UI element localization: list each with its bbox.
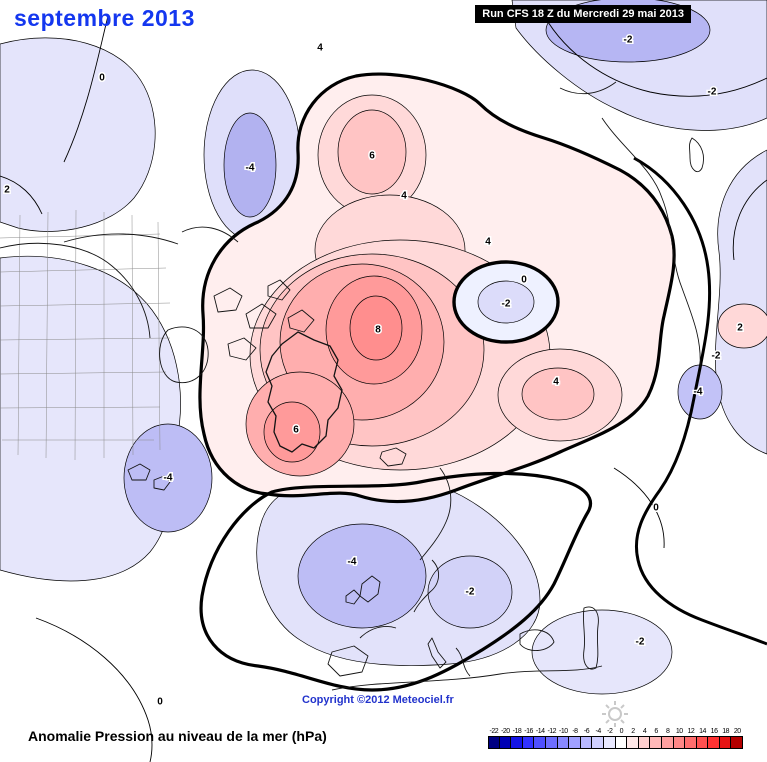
contour-label: 2 (737, 323, 743, 334)
legend-cell: -2 (602, 727, 616, 749)
negative-anomaly-regions (0, 0, 767, 695)
embedded-low-center (452, 260, 560, 344)
coastlines (0, 81, 704, 691)
copyright-text: Copyright ©2012 Meteociel.fr (302, 694, 454, 706)
contour-label: 0 (157, 697, 163, 708)
contour-label: -2 (624, 35, 633, 46)
contour-label: 8 (375, 325, 381, 336)
contour-label: 6 (293, 425, 299, 436)
thin-contours (0, 7, 767, 762)
month-title: septembre 2013 (14, 5, 195, 31)
contour-label: -2 (636, 637, 645, 648)
contour-label: -2 (708, 87, 717, 98)
legend-cell: 14 (695, 727, 709, 749)
state-boundary-grid (0, 209, 171, 461)
legend-cell: 2 (626, 727, 639, 749)
contour-label: 4 (401, 191, 407, 202)
contour-label: 4 (553, 377, 559, 388)
contour-label: 2 (4, 185, 10, 196)
zero-contours (199, 156, 767, 692)
contour-label: -2 (712, 351, 721, 362)
contour-label: -4 (164, 473, 173, 484)
contour-label: 0 (521, 275, 527, 286)
contour-label: -4 (348, 557, 357, 568)
contour-label: -2 (466, 587, 475, 598)
contour-label: -4 (694, 387, 703, 398)
legend-cell: -10 (556, 727, 570, 749)
run-info-badge: Run CFS 18 Z du Mercredi 29 mai 2013 (475, 5, 691, 23)
contour-label: 6 (369, 151, 375, 162)
map-title: Anomalie Pression au niveau de la mer (h… (28, 728, 327, 744)
contour-label: -4 (246, 163, 255, 174)
legend-cell: -6 (579, 727, 593, 749)
contour-labels: 2 0 -4 4 6 4 -2 -2 4 0 -2 8 4 6 -4 2 -2 -4 -4 -2 0 -2 0 (3, 33, 745, 709)
contour-label: 4 (485, 237, 491, 248)
contour-label: 0 (99, 73, 105, 84)
contour-label: 0 (653, 503, 659, 514)
legend-cell: 20 (730, 727, 744, 749)
contour-label: 4 (317, 43, 323, 54)
legend-colorbar: -22 -20 -18 -16 -14 -12 -10 -8 -6 -4 -2 0 2 4 6 8 10 12 14… (488, 727, 744, 749)
sun-icon (602, 701, 628, 727)
contour-label: -2 (502, 299, 511, 310)
positive-anomaly-region (198, 72, 767, 504)
